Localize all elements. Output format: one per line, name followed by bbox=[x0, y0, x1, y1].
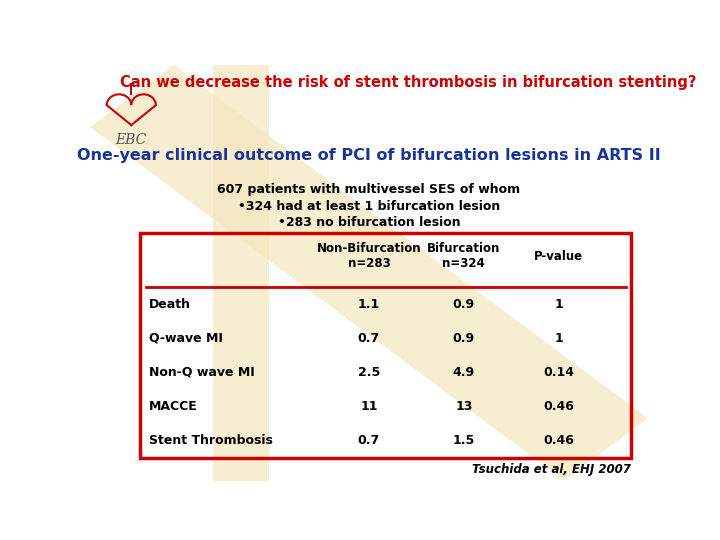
Text: 11: 11 bbox=[360, 400, 378, 413]
Polygon shape bbox=[213, 65, 269, 481]
Text: 2.5: 2.5 bbox=[358, 366, 380, 379]
Text: Q-wave MI: Q-wave MI bbox=[148, 332, 222, 345]
Text: 1.5: 1.5 bbox=[453, 434, 475, 447]
Text: One-year clinical outcome of PCI of bifurcation lesions in ARTS II: One-year clinical outcome of PCI of bifu… bbox=[77, 148, 661, 163]
Text: Non-Q wave MI: Non-Q wave MI bbox=[148, 366, 254, 379]
Text: Death: Death bbox=[148, 298, 191, 311]
Text: 607 patients with multivessel SES of whom: 607 patients with multivessel SES of who… bbox=[217, 183, 521, 197]
Text: 0.9: 0.9 bbox=[453, 298, 475, 311]
Text: 0.46: 0.46 bbox=[544, 400, 574, 413]
Polygon shape bbox=[90, 65, 648, 481]
Text: 0.9: 0.9 bbox=[453, 332, 475, 345]
Text: 13: 13 bbox=[455, 400, 472, 413]
Text: 1.1: 1.1 bbox=[358, 298, 380, 311]
Text: 4.9: 4.9 bbox=[453, 366, 475, 379]
Text: Non-Bifurcation
n=283: Non-Bifurcation n=283 bbox=[317, 242, 421, 270]
Text: 0.14: 0.14 bbox=[543, 366, 575, 379]
Text: Stent Thrombosis: Stent Thrombosis bbox=[148, 434, 272, 447]
Text: 0.7: 0.7 bbox=[358, 434, 380, 447]
Text: Tsuchida et al, EHJ 2007: Tsuchida et al, EHJ 2007 bbox=[472, 463, 631, 476]
Text: •283 no bifurcation lesion: •283 no bifurcation lesion bbox=[278, 216, 460, 229]
Text: P-value: P-value bbox=[534, 249, 583, 262]
Text: Bifurcation
n=324: Bifurcation n=324 bbox=[427, 242, 500, 270]
Text: Can we decrease the risk of stent thrombosis in bifurcation stenting?: Can we decrease the risk of stent thromb… bbox=[120, 75, 696, 90]
Text: 0.46: 0.46 bbox=[544, 434, 574, 447]
Text: 0.7: 0.7 bbox=[358, 332, 380, 345]
Text: 1: 1 bbox=[554, 332, 563, 345]
Text: 1: 1 bbox=[554, 298, 563, 311]
Text: MACCE: MACCE bbox=[148, 400, 197, 413]
Text: •324 had at least 1 bifurcation lesion: •324 had at least 1 bifurcation lesion bbox=[238, 200, 500, 213]
Text: EBC: EBC bbox=[115, 133, 146, 147]
